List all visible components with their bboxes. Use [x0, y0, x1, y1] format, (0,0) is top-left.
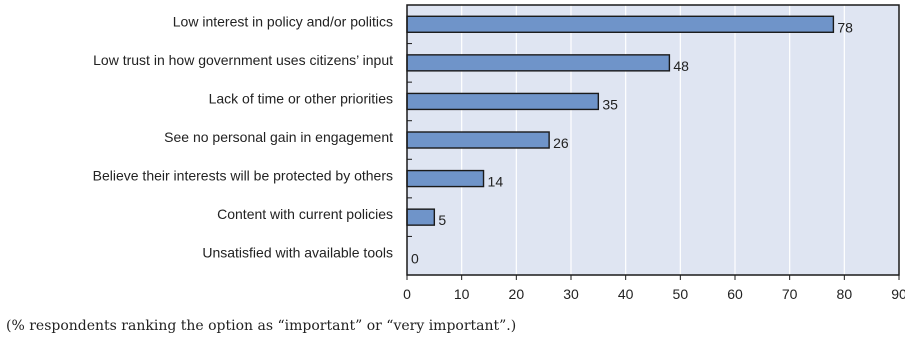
bar [406, 131, 550, 149]
data-label: 48 [673, 58, 689, 74]
category-label: Low trust in how government uses citizen… [93, 52, 393, 68]
x-tick-label: 60 [727, 286, 743, 302]
data-label: 26 [553, 135, 569, 151]
bar [406, 169, 485, 188]
bar [406, 15, 835, 33]
x-tick-label: 10 [454, 286, 470, 302]
category-label: Low interest in policy and/or politics [173, 13, 393, 29]
x-tick-label: 50 [673, 286, 689, 302]
x-tick-label: 40 [618, 286, 634, 302]
x-tick-label: 90 [891, 286, 905, 302]
data-label: 35 [602, 96, 618, 112]
x-tick-label: 80 [837, 286, 853, 302]
bar [406, 54, 671, 72]
data-label: 78 [837, 19, 853, 35]
data-label: 5 [438, 212, 446, 228]
x-tick-label: 30 [563, 286, 579, 302]
category-label: Believe their interests will be protecte… [93, 168, 393, 184]
bar [406, 92, 600, 111]
category-label: Lack of time or other priorities [209, 90, 393, 106]
category-label: Unsatisfied with available tools [202, 245, 393, 261]
x-tick-label: 20 [509, 286, 525, 302]
data-label: 0 [411, 251, 419, 267]
category-label: Content with current policies [217, 206, 393, 222]
data-label: 14 [488, 174, 504, 190]
plot-frame [406, 4, 900, 276]
x-tick-label: 70 [782, 286, 798, 302]
bar [406, 208, 436, 226]
category-label: See no personal gain in engagement [164, 129, 393, 145]
x-tick-label: 0 [403, 286, 411, 302]
chart-footnote: (% respondents ranking the option as “im… [6, 318, 517, 334]
